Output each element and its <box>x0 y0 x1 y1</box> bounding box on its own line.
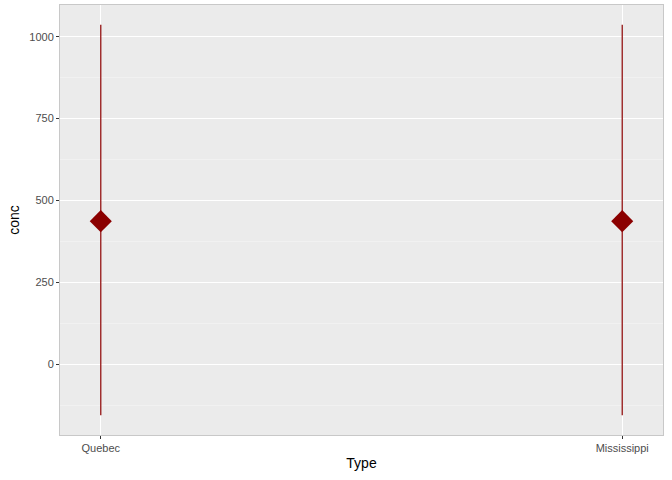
svg-text:0: 0 <box>48 358 54 370</box>
svg-text:250: 250 <box>35 276 53 288</box>
svg-text:500: 500 <box>35 194 53 206</box>
svg-text:Type: Type <box>346 455 377 471</box>
svg-text:Quebec: Quebec <box>82 442 121 454</box>
svg-text:conc: conc <box>6 205 22 235</box>
svg-text:750: 750 <box>35 112 53 124</box>
svg-text:1000: 1000 <box>29 31 53 43</box>
svg-text:Mississippi: Mississippi <box>596 442 649 454</box>
